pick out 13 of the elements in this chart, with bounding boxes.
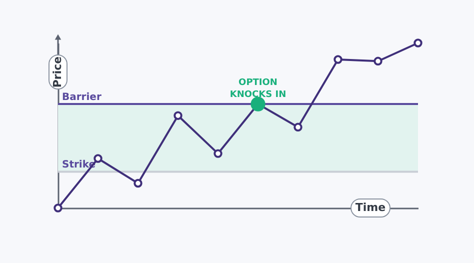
annotation: OPTION KNOCKS IN: [230, 78, 286, 100]
point: [214, 149, 222, 158]
point: [174, 111, 182, 120]
point: [94, 154, 102, 163]
y-axis-title: Price: [51, 56, 64, 88]
point: [414, 38, 422, 48]
ref-line-label: Barrier: [62, 92, 102, 104]
point: [374, 56, 382, 66]
point: [134, 178, 142, 188]
x-axis-title: Time: [355, 201, 386, 214]
point: [334, 55, 342, 64]
point: [294, 122, 302, 132]
point: [54, 204, 62, 212]
